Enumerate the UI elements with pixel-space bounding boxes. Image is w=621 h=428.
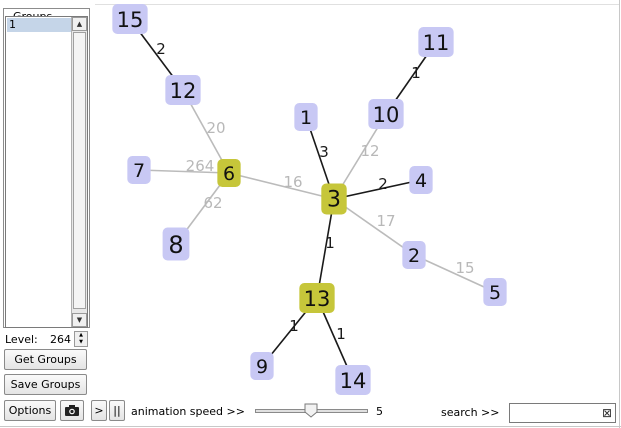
get-groups-button[interactable]: Get Groups bbox=[4, 349, 87, 370]
graph-node-2[interactable]: 2 bbox=[402, 241, 426, 269]
node-label: 8 bbox=[168, 231, 183, 259]
graph-edge-7-6 bbox=[138, 169, 230, 174]
edge-weight-label: 15 bbox=[455, 259, 474, 277]
graph-node-13[interactable]: 13 bbox=[299, 283, 335, 313]
scroll-up-icon[interactable]: ▲ bbox=[72, 17, 87, 31]
node-label: 6 bbox=[223, 163, 235, 185]
camera-icon bbox=[65, 405, 79, 416]
node-box bbox=[112, 4, 148, 34]
node-label: 1 bbox=[300, 107, 312, 129]
edge-weight-label: 1 bbox=[289, 317, 299, 335]
node-label: 5 bbox=[489, 282, 501, 304]
node-label: 4 bbox=[415, 170, 427, 192]
node-label: 3 bbox=[327, 188, 341, 213]
node-box bbox=[217, 159, 241, 187]
node-box bbox=[162, 227, 190, 261]
edge-weight-label: 1 bbox=[411, 64, 421, 82]
animation-speed-value: 5 bbox=[376, 405, 383, 418]
groups-list-scrollbar[interactable]: ▲ ▼ bbox=[71, 17, 87, 327]
graph-edge-4-3 bbox=[333, 179, 422, 200]
level-spinner[interactable]: ▲ ▼ bbox=[74, 331, 88, 347]
scroll-down-icon[interactable]: ▼ bbox=[72, 313, 87, 327]
graph-node-10[interactable]: 10 bbox=[368, 99, 404, 129]
node-box bbox=[299, 283, 335, 313]
node-label: 11 bbox=[423, 31, 450, 55]
snapshot-button[interactable] bbox=[60, 400, 84, 421]
graph-edge-6-3 bbox=[228, 172, 335, 200]
edge-weight-label: 3 bbox=[319, 143, 329, 161]
group-list-item[interactable]: 1 bbox=[7, 18, 71, 32]
level-value[interactable]: 264 bbox=[50, 333, 71, 346]
graph-edge-2-3 bbox=[333, 198, 415, 256]
node-box bbox=[368, 99, 404, 129]
options-button[interactable]: Options bbox=[4, 400, 56, 421]
node-label: 12 bbox=[170, 79, 197, 103]
window-border-right bbox=[619, 0, 620, 428]
play-button[interactable]: > bbox=[91, 400, 107, 421]
node-box bbox=[409, 166, 433, 194]
save-groups-button[interactable]: Save Groups bbox=[4, 374, 87, 395]
scrollbar-thumb[interactable] bbox=[73, 32, 86, 309]
node-label: 15 bbox=[117, 8, 144, 32]
graph-node-7[interactable]: 7 bbox=[127, 156, 151, 184]
node-box bbox=[418, 27, 454, 57]
node-box bbox=[321, 183, 347, 215]
edge-weight-label: 16 bbox=[283, 173, 302, 191]
graph-panel-border bbox=[95, 4, 620, 5]
node-box bbox=[483, 278, 507, 306]
graph-node-4[interactable]: 4 bbox=[409, 166, 433, 194]
node-box bbox=[165, 75, 201, 105]
node-box bbox=[127, 156, 151, 184]
graph-node-12[interactable]: 12 bbox=[165, 75, 201, 105]
graph-node-1[interactable]: 1 bbox=[294, 103, 318, 131]
node-label: 9 bbox=[256, 356, 268, 378]
edge-weight-label: 1 bbox=[325, 234, 335, 252]
edge-weight-label: 2 bbox=[378, 175, 388, 193]
node-box bbox=[250, 352, 274, 380]
slider-thumb[interactable] bbox=[304, 403, 318, 418]
node-label: 2 bbox=[408, 245, 420, 267]
node-label: 14 bbox=[340, 369, 367, 393]
node-label: 7 bbox=[133, 160, 145, 182]
graph-node-5[interactable]: 5 bbox=[483, 278, 507, 306]
graph-edge-13-3 bbox=[316, 198, 335, 299]
edge-weight-label: 17 bbox=[376, 212, 395, 230]
graph-node-6[interactable]: 6 bbox=[217, 159, 241, 187]
spinner-down-icon[interactable]: ▼ bbox=[79, 339, 83, 345]
graph-node-3[interactable]: 3 bbox=[321, 183, 347, 215]
node-label: 10 bbox=[373, 103, 400, 127]
node-box bbox=[402, 241, 426, 269]
search-input[interactable]: ⊠ bbox=[509, 403, 616, 423]
clear-search-icon[interactable]: ⊠ bbox=[601, 406, 612, 420]
edge-weight-label: 2 bbox=[156, 40, 166, 58]
node-box bbox=[294, 103, 318, 131]
node-box bbox=[335, 365, 371, 395]
window-border-bottom bbox=[0, 426, 621, 427]
groups-list[interactable]: 1 ▲ ▼ bbox=[5, 16, 88, 328]
edge-weight-label: 264 bbox=[186, 157, 215, 175]
level-label: Level: bbox=[5, 333, 38, 346]
spinner-up-icon[interactable]: ▲ bbox=[79, 332, 83, 338]
edge-weight-label: 20 bbox=[206, 119, 225, 137]
graph-edge-2-5 bbox=[413, 254, 496, 293]
graph-node-11[interactable]: 11 bbox=[418, 27, 454, 57]
pause-button[interactable]: || bbox=[109, 400, 125, 421]
edge-weight-label: 12 bbox=[360, 142, 379, 160]
graph-node-15[interactable]: 15 bbox=[112, 4, 148, 34]
node-label: 13 bbox=[304, 287, 331, 311]
graph-node-9[interactable]: 9 bbox=[250, 352, 274, 380]
edge-weight-label: 62 bbox=[203, 194, 222, 212]
graph-node-8[interactable]: 8 bbox=[162, 227, 190, 261]
edge-weight-label: 1 bbox=[336, 325, 346, 343]
animation-speed-label: animation speed >> bbox=[131, 405, 245, 418]
graph-node-14[interactable]: 14 bbox=[335, 365, 371, 395]
search-label: search >> bbox=[441, 406, 500, 419]
